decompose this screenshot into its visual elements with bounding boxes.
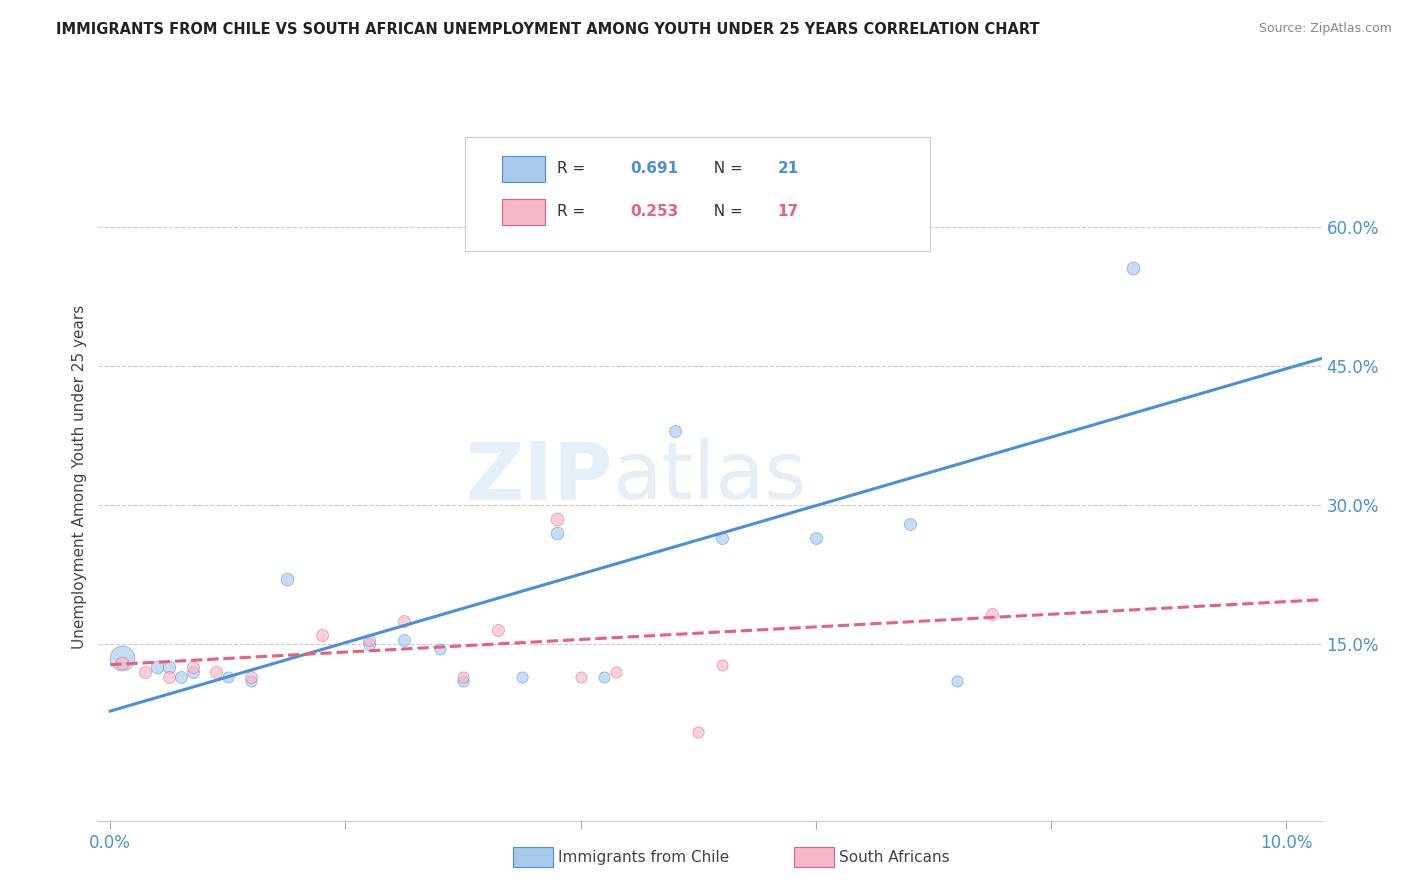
Point [804, 531, 827, 545]
Point [170, 670, 193, 684]
Y-axis label: Unemployment Among Youth under 25 years: Unemployment Among Youth under 25 years [72, 305, 87, 649]
Point [710, 531, 733, 545]
Point [664, 424, 686, 438]
Text: Immigrants from Chile: Immigrants from Chile [558, 850, 730, 864]
Point [981, 607, 1004, 621]
Point [134, 665, 156, 680]
Point [276, 572, 298, 586]
Point [546, 525, 568, 540]
Point [181, 665, 204, 680]
Text: R =: R = [557, 204, 591, 219]
Point [111, 651, 134, 665]
Point [569, 670, 592, 684]
Point [510, 670, 533, 684]
Point [240, 674, 263, 689]
Text: IMMIGRANTS FROM CHILE VS SOUTH AFRICAN UNEMPLOYMENT AMONG YOUTH UNDER 25 YEARS C: IMMIGRANTS FROM CHILE VS SOUTH AFRICAN U… [56, 22, 1040, 37]
Point [111, 656, 134, 670]
Point [217, 670, 239, 684]
Point [181, 660, 204, 674]
Text: 21: 21 [778, 161, 799, 176]
Text: 0.253: 0.253 [630, 204, 679, 219]
Point [946, 674, 969, 689]
Text: ZIP: ZIP [465, 438, 612, 516]
Point [394, 614, 416, 628]
Text: N =: N = [704, 161, 748, 176]
Point [311, 628, 333, 642]
Point [394, 632, 416, 647]
Point [898, 516, 921, 531]
FancyBboxPatch shape [502, 156, 546, 182]
Point [429, 642, 451, 657]
Text: Source: ZipAtlas.com: Source: ZipAtlas.com [1258, 22, 1392, 36]
Text: 17: 17 [778, 204, 799, 219]
Point [146, 660, 169, 674]
Text: South Africans: South Africans [839, 850, 950, 864]
Text: R =: R = [557, 161, 591, 176]
Point [205, 665, 228, 680]
Point [1122, 261, 1144, 276]
FancyBboxPatch shape [465, 137, 931, 251]
Point [157, 660, 180, 674]
Text: 0.691: 0.691 [630, 161, 679, 176]
FancyBboxPatch shape [502, 199, 546, 225]
Point [357, 637, 380, 651]
Point [486, 624, 509, 638]
Point [546, 512, 568, 526]
Point [157, 670, 180, 684]
Point [710, 657, 733, 672]
Point [357, 632, 380, 647]
Point [605, 665, 627, 680]
Text: N =: N = [704, 204, 748, 219]
Point [451, 670, 474, 684]
Point [451, 674, 474, 689]
Point [688, 725, 710, 739]
Point [593, 670, 616, 684]
Point [240, 670, 263, 684]
Text: atlas: atlas [612, 438, 807, 516]
